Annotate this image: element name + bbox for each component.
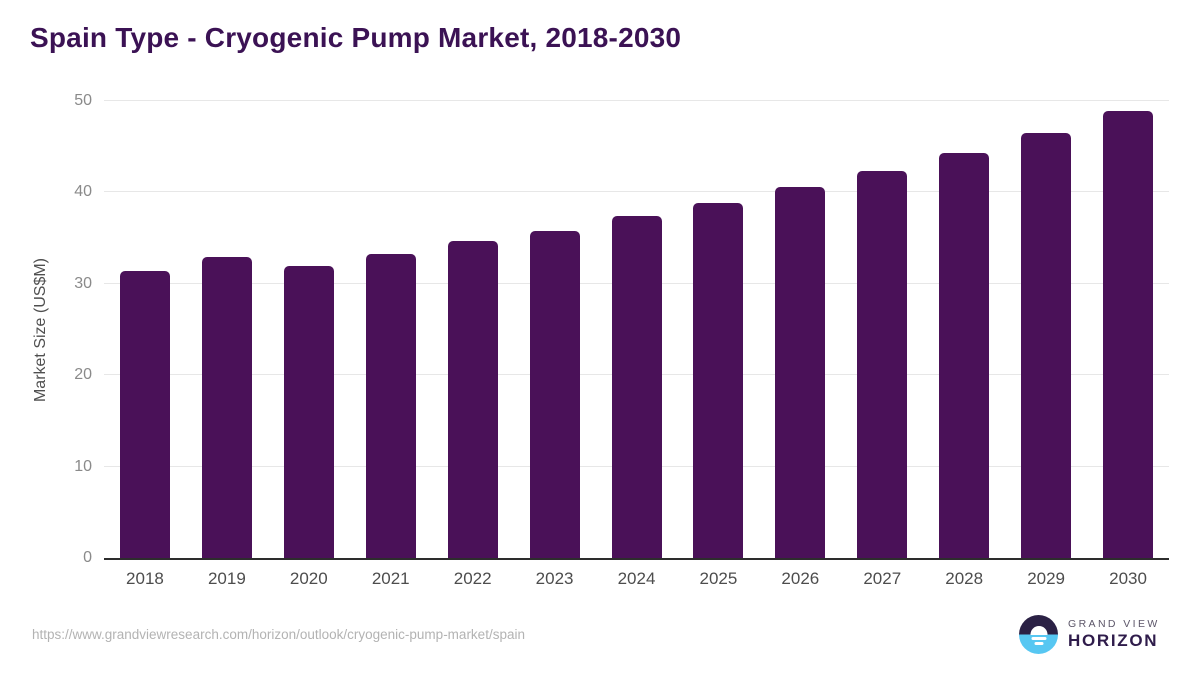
bar-2029[interactable] [1021, 133, 1072, 558]
y-axis-tick-labels: 0 10 20 30 40 50 [0, 92, 92, 566]
y-tick-label-0: 0 [83, 549, 92, 566]
x-tick-label-2026: 2026 [781, 569, 820, 588]
sun-dome-shape [1030, 626, 1047, 635]
bar-2026[interactable] [775, 186, 826, 558]
y-tick-label-30: 30 [74, 274, 92, 292]
bar-2021[interactable] [365, 253, 416, 558]
source-url: https://www.grandviewresearch.com/horizo… [32, 627, 525, 642]
x-tick-label-2025: 2025 [699, 569, 738, 588]
y-tick-label-10: 10 [74, 457, 92, 475]
bar-2020[interactable] [283, 265, 334, 558]
x-tick-label-2029: 2029 [1027, 569, 1066, 588]
logo-text-horizon: HORIZON [1068, 631, 1159, 650]
x-tick-label-2028: 2028 [945, 569, 984, 588]
sun-reflection-line-2 [1034, 642, 1043, 645]
plot-area [104, 100, 1169, 560]
x-tick-label-2019: 2019 [207, 569, 246, 588]
bar-2030[interactable] [1103, 111, 1154, 558]
sun-reflection-line-1 [1031, 637, 1046, 640]
bar-2023[interactable] [529, 230, 580, 558]
bar-2022[interactable] [447, 240, 498, 558]
x-tick-label-2024: 2024 [617, 569, 656, 588]
logo-text-grand-view: GRAND VIEW [1068, 618, 1160, 630]
y-tick-label-50: 50 [74, 92, 92, 109]
bar-2019[interactable] [201, 257, 252, 558]
y-tick-label-40: 40 [74, 183, 92, 201]
x-tick-label-2022: 2022 [453, 569, 492, 588]
x-tick-label-2023: 2023 [535, 569, 574, 588]
bar-2025[interactable] [693, 203, 744, 558]
bar-2028[interactable] [939, 153, 990, 558]
x-axis-tick-labels: 2018 2019 2020 2021 2022 2023 2024 2025 2026 2027… [104, 569, 1169, 591]
x-tick-label-2027: 2027 [863, 569, 902, 588]
horizon-sun-icon [1019, 615, 1058, 654]
grand-view-horizon-logo: GRAND VIEW HORIZON [1019, 615, 1160, 654]
bar-2018[interactable] [119, 271, 170, 558]
logo-text: GRAND VIEW HORIZON [1068, 618, 1160, 651]
y-tick-label-20: 20 [74, 366, 92, 384]
gridline-40 [104, 191, 1169, 193]
x-tick-label-2018: 2018 [126, 569, 164, 588]
chart-title: Spain Type - Cryogenic Pump Market, 2018… [30, 22, 682, 53]
x-tick-label-2020: 2020 [289, 569, 328, 588]
x-tick-label-2021: 2021 [371, 569, 410, 588]
bar-2024[interactable] [611, 216, 662, 558]
gridline-50 [104, 100, 1169, 101]
x-tick-label-2030: 2030 [1109, 569, 1147, 588]
bar-2027[interactable] [857, 171, 908, 558]
